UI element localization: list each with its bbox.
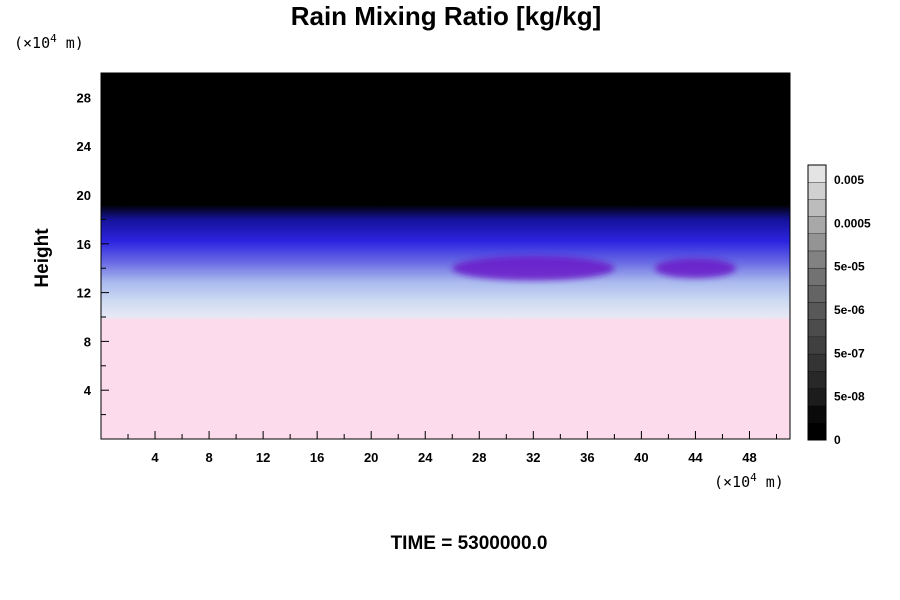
y-tick-label: 4 [84,383,92,398]
colorbar-label: 0 [834,433,841,447]
y-tick-label: 16 [77,237,91,252]
chart-title: Rain Mixing Ratio [kg/kg] [291,1,602,31]
field-feature-0 [452,256,615,281]
colorbar-swatch [807,405,827,423]
colorbar-label: 5e-05 [834,260,865,274]
colorbar-label: 0.005 [834,173,864,187]
plot-frame [100,72,791,440]
x-unit-label: (×104 m) [714,471,784,491]
y-tick-label: 8 [84,334,91,349]
colorbar-swatch [807,267,827,286]
colorbar-swatch [807,371,827,389]
x-tick-label: 44 [688,450,703,465]
y-tick-label: 28 [77,90,91,105]
y-tick-label: 24 [77,139,92,154]
x-tick-label: 16 [310,450,324,465]
colorbar-swatch [807,182,827,200]
colorbar [807,164,827,441]
colorbar-swatch [807,353,827,372]
colorbar-swatch [807,336,827,355]
y-axis-ticks: 4 8 12 16 20 24 28 [77,90,109,416]
time-label: TIME = 5300000.0 [391,533,548,554]
y-tick-label: 12 [77,286,91,301]
colorbar-swatch [807,216,827,234]
field-features [452,256,736,281]
y-tick-label: 20 [77,188,91,203]
colorbar-label: 5e-08 [834,390,865,404]
y-axis-label: Height [32,228,53,288]
x-tick-label: 12 [256,450,270,465]
x-axis-ticks: 4 8 12 16 20 24 28 32 36 40 44 48 [127,431,777,465]
colorbar-label: 5e-07 [834,346,865,360]
x-tick-label: 20 [364,450,378,465]
colorbar-swatch [807,319,827,338]
x-tick-label: 32 [526,450,540,465]
field-feature-1 [654,258,736,278]
colorbar-swatch [807,388,827,406]
colorbar-frame [807,164,827,441]
colorbar-swatch [807,199,827,217]
colorbar-swatch [807,250,827,269]
x-tick-label: 24 [418,450,433,465]
colorbar-label: 0.0005 [834,216,871,230]
x-tick-label: 8 [205,450,212,465]
colorbar-swatch [807,422,827,441]
colorbar-swatch [807,164,827,183]
x-tick-label: 36 [580,450,594,465]
x-tick-label: 48 [742,450,756,465]
x-tick-label: 4 [151,450,159,465]
colorbar-labels: 0.005 0.0005 5e-05 5e-06 5e-07 5e-08 0 [834,173,871,447]
x-tick-label: 40 [634,450,648,465]
x-tick-label: 28 [472,450,486,465]
colorbar-swatch [807,285,827,303]
y-unit-label: (×104 m) [14,32,84,52]
colorbar-swatch [807,233,827,252]
colorbar-swatch [807,302,827,320]
field-background [101,73,790,439]
plot-area [101,73,790,439]
colorbar-label: 5e-06 [834,303,865,317]
